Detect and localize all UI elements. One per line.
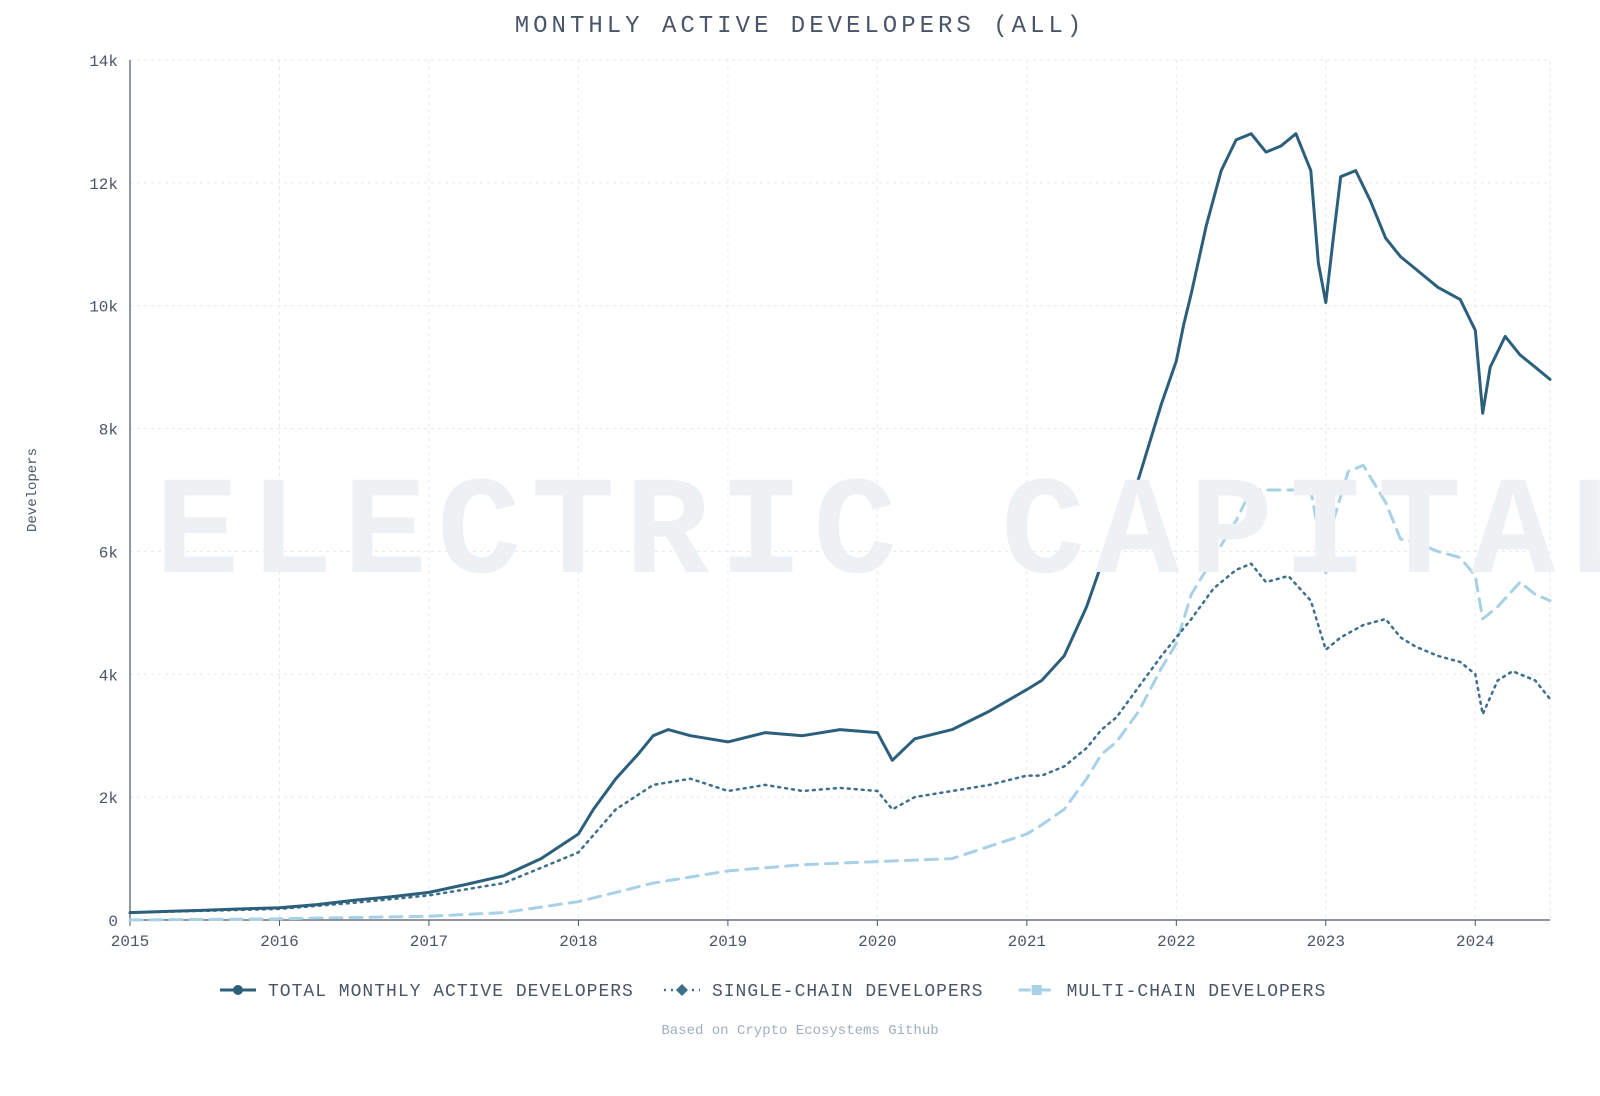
- legend-label: SINGLE-CHAIN DEVELOPERS: [712, 982, 983, 1002]
- chart-title: MONTHLY ACTIVE DEVELOPERS (ALL): [515, 13, 1085, 40]
- x-tick-label: 2016: [260, 933, 298, 951]
- chart-container: ELECTRIC CAPITAL 02k4k6k8k10k12k14k20152…: [0, 0, 1600, 1096]
- chart-subtitle: Based on Crypto Ecosystems Github: [661, 1023, 938, 1039]
- x-tick-label: 2021: [1008, 933, 1046, 951]
- y-tick-label: 6k: [99, 544, 118, 562]
- y-tick-label: 14k: [89, 53, 118, 71]
- x-tick-label: 2020: [858, 933, 896, 951]
- y-tick-label: 10k: [89, 299, 118, 317]
- line-chart: 0 2k 4k 6k 8k 10k 12k 14k 2015 2016 2017 2018 2019 20…: [0, 0, 1600, 1096]
- y-tick-label: 0: [108, 913, 118, 931]
- x-tick-label: 2019: [709, 933, 747, 951]
- series-total: [130, 134, 1550, 913]
- x-tick-label: 2017: [410, 933, 448, 951]
- legend-label: MULTI-CHAIN DEVELOPERS: [1067, 982, 1327, 1002]
- x-tick-label: 2022: [1157, 933, 1195, 951]
- series-multi: [130, 465, 1550, 920]
- x-tick-label: 2024: [1456, 933, 1494, 951]
- y-axis-label: Developers: [25, 448, 41, 532]
- x-tick-label: 2018: [559, 933, 597, 951]
- y-tick-label: 4k: [99, 667, 118, 685]
- y-tick-label: 8k: [99, 422, 118, 440]
- y-tick-label: 12k: [89, 176, 118, 194]
- x-tick-label: 2023: [1307, 933, 1345, 951]
- series-single: [130, 564, 1550, 913]
- legend-label: TOTAL MONTHLY ACTIVE DEVELOPERS: [268, 982, 634, 1002]
- y-tick-label: 2k: [99, 790, 118, 808]
- x-tick-label: 2015: [111, 933, 149, 951]
